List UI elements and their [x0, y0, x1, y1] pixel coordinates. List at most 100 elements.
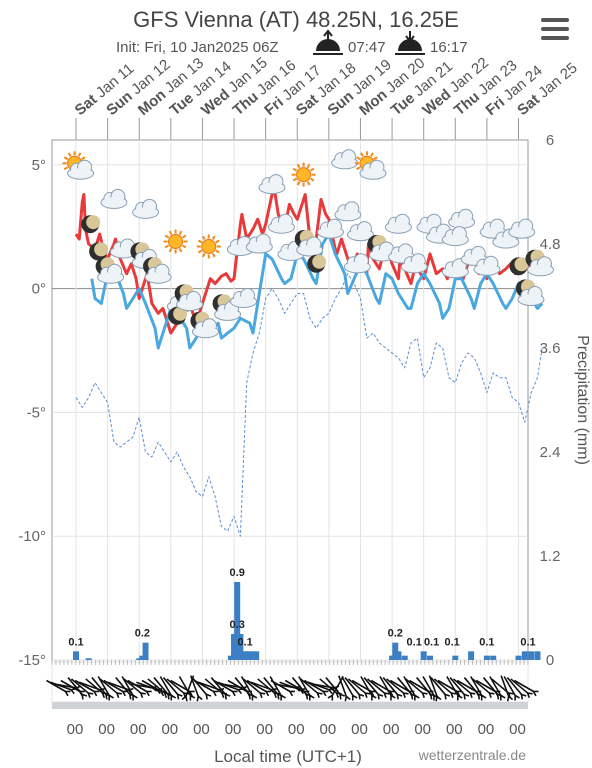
wind-arrow: [514, 679, 534, 693]
weather-icons: [62, 149, 554, 339]
wind-arrow-head: [388, 690, 396, 697]
precip-bar: [420, 651, 427, 660]
wind-arrow: [115, 677, 131, 695]
wind-arrow: [416, 677, 432, 695]
sunrise-icon: [313, 29, 343, 55]
wind-arrow: [325, 677, 341, 695]
wind-arrow: [367, 678, 385, 694]
moon-icon: [307, 254, 327, 273]
wind-arrow: [363, 677, 379, 695]
wind-arrow: [279, 681, 301, 691]
init-label: Init: Fri, 10 Jan2025 06Z: [116, 39, 279, 56]
precip-value-label: 0.1: [520, 636, 535, 648]
hour-label: 00: [383, 721, 400, 738]
hour-label: 00: [256, 721, 273, 738]
precip-bar: [389, 655, 396, 660]
y-right-tick-label: 4.8: [540, 236, 561, 253]
wind-arrow-head: [456, 694, 463, 701]
wind-arrow: [74, 679, 95, 693]
hour-label: 00: [478, 721, 495, 738]
wind-arrow: [308, 681, 330, 691]
wind-arrow: [449, 677, 465, 695]
wind-arrow-head: [532, 690, 539, 697]
cloud-icon: [132, 198, 160, 219]
hour-label: 00: [509, 721, 526, 738]
precip-bar: [452, 655, 459, 660]
moon-icon: [89, 242, 109, 261]
credit-text: wetterzentrale.de: [418, 747, 527, 763]
wind-arrow-head: [288, 690, 295, 697]
precip-bar: [234, 582, 241, 660]
cloud-icon: [258, 174, 286, 195]
wind-arrow-head: [132, 694, 138, 701]
moon-cloud-icon: [212, 294, 242, 321]
wind-arrow: [506, 677, 523, 695]
precip-bar: [142, 642, 149, 660]
hamburger-menu-icon[interactable]: [541, 18, 569, 40]
wind-arrow-head: [87, 692, 94, 699]
wind-arrow: [303, 679, 324, 693]
cloud-icon: [316, 218, 344, 239]
wind-arrow-head: [188, 690, 195, 697]
moon-cloud-icon: [294, 230, 324, 257]
wind-arrow: [99, 678, 118, 694]
wind-arrow: [386, 678, 405, 694]
y-left-tick-label: -5°: [27, 404, 46, 421]
moon-cloud-icon: [174, 284, 204, 311]
cloud-icon: [448, 208, 476, 229]
wind-arrow-head: [170, 694, 177, 701]
wind-arrow-head: [402, 692, 409, 699]
sunrise-time: 07:47: [348, 39, 386, 56]
wind-arrow-head: [358, 693, 365, 700]
cloud-icon: [400, 253, 428, 274]
precip-bar: [521, 651, 528, 660]
wind-arrow-head: [189, 694, 196, 701]
precipitation-bars: 0.10.20.90.30.10.20.1 0.1 0.1 0.1 0.1: [68, 567, 541, 660]
precip-bar: [468, 651, 475, 660]
wind-arrow: [159, 676, 173, 696]
wind-arrow-head: [280, 694, 286, 701]
wind-arrow: [405, 678, 424, 694]
wind-arrow: [67, 677, 83, 695]
wind-arrow-head: [264, 690, 272, 697]
wind-arrow-head: [344, 694, 351, 702]
hour-label: 00: [288, 721, 305, 738]
hour-label: 00: [414, 721, 431, 738]
wind-arrow-head: [159, 690, 167, 697]
wind-arrow: [242, 678, 261, 694]
wind-arrow-head: [364, 692, 371, 699]
hour-label: 00: [225, 721, 242, 738]
wind-arrow: [463, 677, 480, 695]
wind-arrow: [246, 679, 267, 693]
precip-bar: [490, 655, 497, 660]
wind-arrow: [284, 679, 305, 693]
wind-arrow-head: [377, 693, 384, 700]
y-left-tick-label: -15°: [18, 652, 46, 669]
sun-icon: [196, 234, 221, 259]
wind-arrow-head: [514, 694, 520, 701]
cloud-icon: [267, 213, 295, 234]
cloud-icon: [245, 233, 273, 254]
precip-bar: [240, 651, 247, 660]
moon-cloud-icon: [516, 279, 545, 307]
wind-arrow: [103, 679, 124, 693]
moon-cloud-icon: [95, 257, 125, 284]
wind-arrow-head: [463, 693, 470, 700]
wind-arrow: [46, 679, 66, 693]
wind-arrow-head: [499, 694, 506, 701]
wind-arrow: [472, 678, 490, 694]
y-right-tick-label: 6: [546, 132, 554, 149]
wind-arrow-head: [92, 690, 100, 697]
wind-arrow-head: [469, 692, 476, 699]
bottom-band: [52, 702, 528, 709]
wind-arrow-head: [390, 694, 396, 701]
precip-bar: [227, 655, 234, 660]
precip-bar: [250, 651, 257, 660]
wind-arrow: [210, 677, 227, 695]
wind-arrow: [85, 678, 104, 694]
x-axis-label: Local time (UTC+1): [214, 747, 362, 766]
cloud-icon: [416, 213, 444, 234]
cloud-icon: [492, 228, 520, 249]
wind-arrow: [360, 676, 373, 696]
wind-arrow-head: [322, 690, 329, 697]
